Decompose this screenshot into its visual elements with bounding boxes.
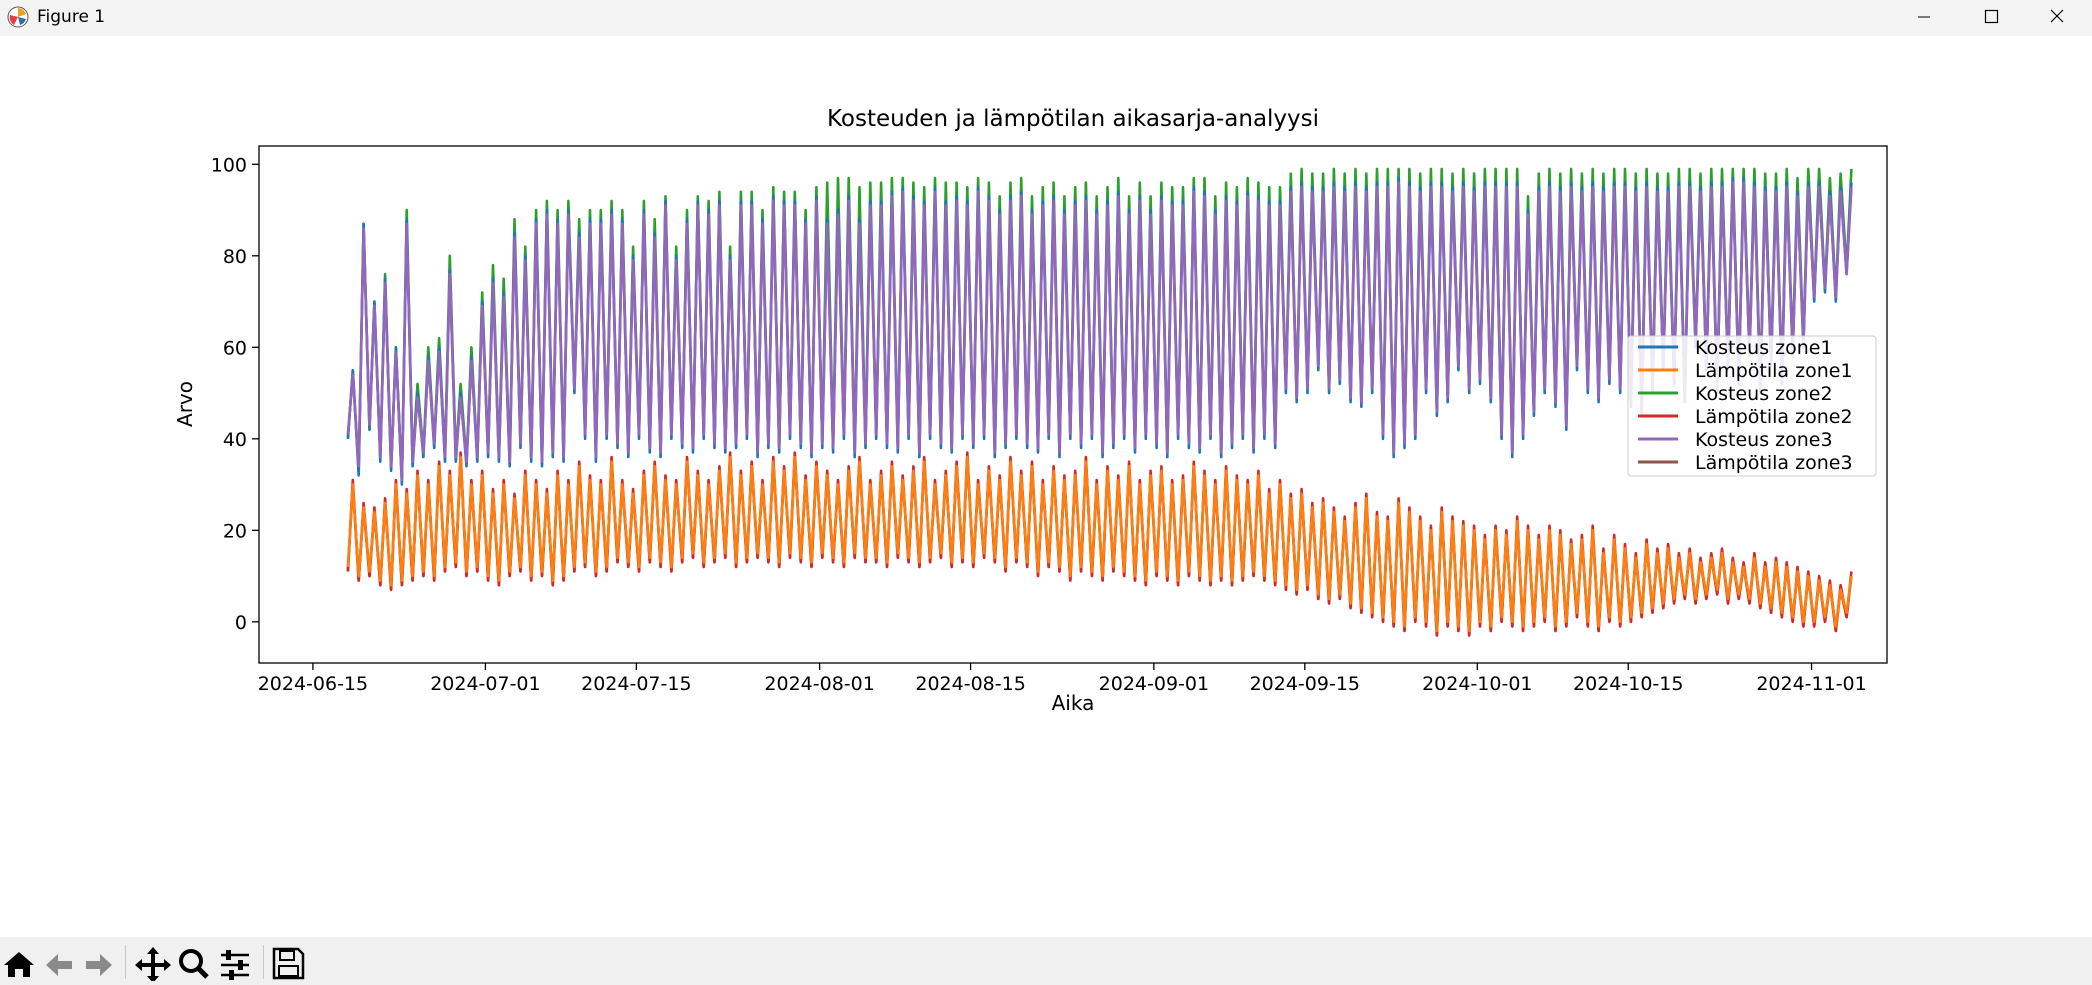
save-button[interactable]: [268, 943, 308, 981]
series-layer: [346, 167, 1853, 637]
legend-label: Lämpötila zone2: [1695, 406, 1853, 428]
zoom-button[interactable]: [174, 943, 214, 981]
x-axis-label: Aika: [1052, 691, 1095, 715]
window-title: Figure 1: [37, 7, 106, 27]
x-tick-label: 2024-09-01: [1099, 673, 1209, 695]
home-button[interactable]: [0, 943, 40, 981]
plot-frame: [258, 145, 1888, 664]
x-tick-label: 2024-07-01: [430, 673, 540, 695]
x-tick-label: 2024-06-15: [258, 673, 368, 695]
legend-frame: [1627, 335, 1877, 477]
legend-label: Kosteus zone3: [1695, 429, 1833, 451]
y-tick-label: 80: [223, 246, 247, 268]
forward-arrow-icon: [86, 954, 112, 976]
x-tick-label: 2024-10-01: [1422, 673, 1532, 695]
maximize-button[interactable]: [1956, 0, 2026, 36]
maximize-icon: [1984, 9, 1999, 24]
configure-subplots-button[interactable]: [215, 943, 255, 981]
close-button[interactable]: [2022, 0, 2092, 36]
y-tick-label: 40: [223, 429, 247, 451]
figure-canvas[interactable]: Kosteuden ja lämpötilan aikasarja-analyy…: [0, 36, 2092, 937]
y-axis-label: Arvo: [173, 381, 197, 427]
x-tick-label: 2024-08-15: [915, 673, 1025, 695]
toolbar-separator: [263, 945, 264, 979]
axes-layer: 0 20 40 60 80 100 2024-06-15 2024-07-01 2024-07-…: [211, 154, 1867, 695]
back-arrow-icon: [46, 954, 72, 976]
y-tick-label: 60: [223, 337, 247, 359]
pan-move-icon: [135, 947, 171, 983]
series-line-kosteus-zone3: [346, 181, 1853, 482]
legend-label: Lämpötila zone3: [1695, 452, 1853, 474]
configure-subplots-icon: [221, 950, 249, 980]
window-titlebar: Figure 1: [0, 0, 2092, 36]
x-tick-label: 2024-09-15: [1250, 673, 1360, 695]
back-button[interactable]: [40, 943, 80, 981]
forward-button[interactable]: [78, 943, 118, 981]
navigation-toolbar: [0, 937, 2092, 985]
matplotlib-app-icon: [7, 6, 29, 28]
zoom-magnifier-icon: [179, 949, 209, 979]
minimize-button[interactable]: [1889, 0, 1959, 36]
x-tick-label: 2024-08-01: [764, 673, 874, 695]
x-tick-label: 2024-07-15: [581, 673, 691, 695]
pan-button[interactable]: [133, 943, 173, 983]
series-line-l-mp-tila-zone1: [346, 455, 1853, 633]
x-tick-label: 2024-10-15: [1573, 673, 1683, 695]
y-tick-label: 0: [235, 612, 247, 634]
minimize-icon: [1918, 16, 1930, 18]
chart: Kosteuden ja lämpötilan aikasarja-analyy…: [173, 106, 1888, 715]
legend-label: Kosteus zone2: [1695, 383, 1833, 405]
home-icon: [4, 952, 34, 977]
y-tick-label: 20: [223, 520, 247, 542]
chart-title: Kosteuden ja lämpötilan aikasarja-analyy…: [827, 106, 1319, 132]
save-disk-icon: [272, 947, 305, 980]
legend-label: Kosteus zone1: [1695, 337, 1833, 359]
y-tick-label: 100: [211, 154, 247, 176]
toolbar-separator: [125, 945, 126, 979]
x-tick-label: 2024-11-01: [1756, 673, 1866, 695]
close-icon: [2050, 9, 2064, 23]
legend-label: Lämpötila zone1: [1695, 360, 1853, 382]
